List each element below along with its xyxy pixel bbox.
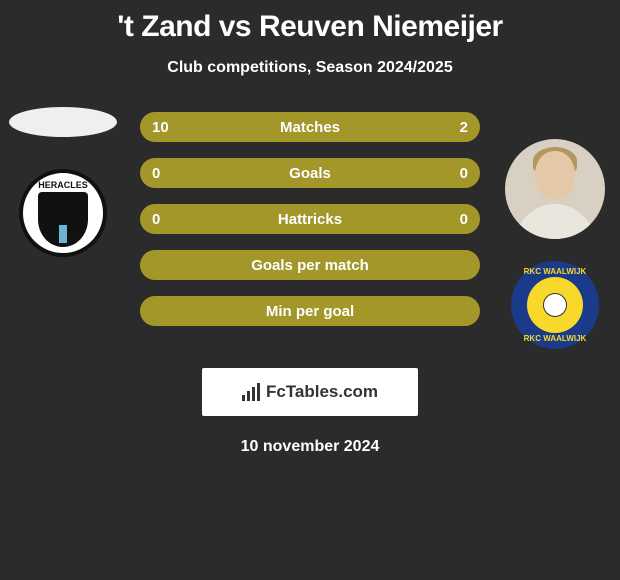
club-logo-heracles-text: HERACLES [38,180,88,190]
page-subtitle: Club competitions, Season 2024/2025 [0,59,620,77]
stat-left-value: 0 [152,211,160,228]
player-right-column: RKC WAALWIJK RKC WAALWIJK [500,139,610,349]
rkc-text-top: RKC WAALWIJK [524,267,587,276]
player-left-column: HERACLES [8,107,118,257]
stat-label: Hattricks [278,211,342,228]
stat-right-value: 2 [460,119,468,136]
club-logo-heracles: HERACLES [19,169,107,257]
lower-block: FcTables.com 10 november 2024 [140,356,480,456]
player-left-photo-placeholder [9,107,117,137]
stat-row-matches: 10 Matches 2 [140,112,480,142]
club-logo-rkc: RKC WAALWIJK RKC WAALWIJK [511,261,599,349]
stat-row-goals-per-match: Goals per match [140,250,480,280]
bar-chart-icon [242,383,262,401]
stat-left-value: 10 [152,119,169,136]
stat-label: Goals per match [251,257,369,274]
stat-label: Matches [280,119,340,136]
date-text: 10 november 2024 [140,438,480,456]
stat-label: Min per goal [266,303,354,320]
watermark-box[interactable]: FcTables.com [202,368,418,416]
stat-left-value: 0 [152,165,160,182]
stat-row-goals: 0 Goals 0 [140,158,480,188]
heracles-shield-icon [38,192,88,247]
page-title: 't Zand vs Reuven Niemeijer [0,0,620,44]
stat-row-hattricks: 0 Hattricks 0 [140,204,480,234]
stats-column: 10 Matches 2 0 Goals 0 0 Hattricks 0 Goa… [140,112,480,342]
rkc-text-bot: RKC WAALWIJK [524,334,587,343]
rkc-inner-circle-icon [527,277,583,333]
stat-right-value: 0 [460,165,468,182]
stat-row-min-per-goal: Min per goal [140,296,480,326]
player-right-photo [505,139,605,239]
stat-right-value: 0 [460,211,468,228]
rkc-ball-icon [543,293,567,317]
watermark-text: FcTables.com [266,382,378,402]
stat-label: Goals [289,165,331,182]
